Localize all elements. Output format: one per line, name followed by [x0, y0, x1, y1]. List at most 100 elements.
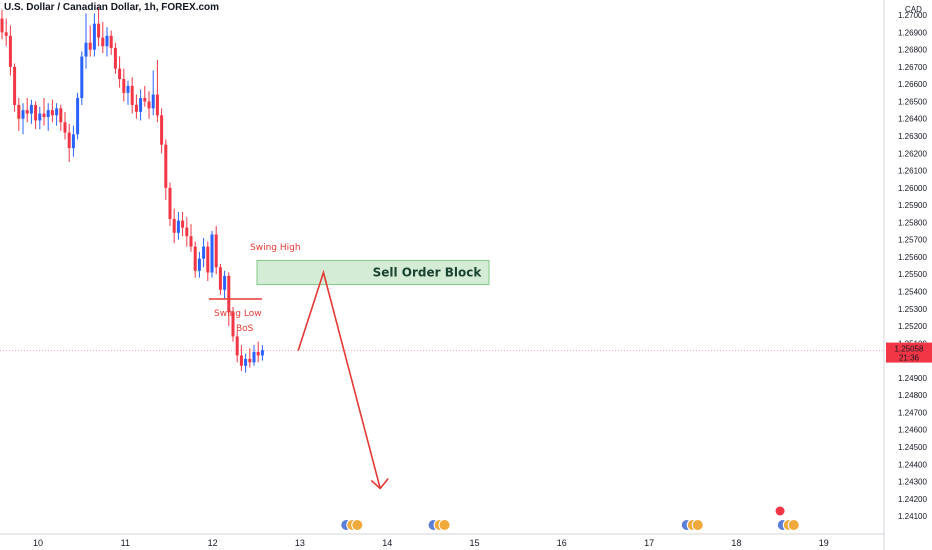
candle-body — [134, 104, 138, 112]
y-tick-label: 1.24800 — [898, 391, 927, 400]
y-tick-label: 1.24700 — [898, 408, 927, 417]
candle-body — [80, 56, 84, 99]
x-tick-label: 11 — [121, 538, 130, 548]
candle-body — [231, 312, 235, 337]
current-price-countdown: 21:36 — [899, 354, 920, 363]
y-tick-label: 1.26600 — [898, 80, 927, 89]
candle-body — [29, 104, 33, 114]
candle-body — [109, 35, 113, 48]
candle-body — [160, 115, 164, 145]
projection-path — [297, 269, 381, 489]
y-tick-label: 1.26000 — [898, 184, 927, 193]
y-tick-label: 1.25700 — [898, 236, 927, 245]
y-tick-label: 1.26300 — [898, 132, 927, 141]
y-tick-label: 1.25300 — [898, 305, 927, 314]
current-price-value: 1.25058 — [895, 345, 924, 354]
candle-body — [239, 355, 243, 366]
y-tick-label: 1.24400 — [898, 460, 927, 469]
x-tick-label: 10 — [33, 538, 43, 548]
candle-body — [13, 66, 17, 105]
candle-body — [176, 220, 180, 233]
y-tick-label: 1.26100 — [898, 167, 927, 176]
candle-body — [181, 220, 185, 228]
candle-body — [185, 227, 189, 237]
candle-body — [252, 351, 256, 363]
candle-body — [118, 68, 122, 80]
x-tick-label: 13 — [295, 538, 305, 548]
candle-body — [4, 32, 8, 36]
candle-body — [101, 37, 105, 47]
candle-body — [122, 79, 126, 93]
candle-body — [256, 351, 260, 356]
y-tick-label: 1.25500 — [898, 270, 927, 279]
candle-body — [67, 132, 71, 149]
projection-arrowhead — [370, 477, 389, 490]
candle-body — [164, 144, 168, 188]
candle-body — [34, 104, 38, 121]
candle-body — [126, 85, 130, 93]
candle-body — [92, 23, 96, 50]
candle-body — [155, 94, 159, 116]
y-tick-label: 1.25400 — [898, 288, 927, 297]
candle-body — [50, 110, 54, 116]
candle-body — [46, 110, 50, 118]
candle-body — [139, 98, 143, 112]
event-flag-icon — [351, 519, 364, 531]
chart-title: U.S. Dollar / Canadian Dollar, 1h, FOREX… — [4, 2, 220, 13]
event-flag-icon — [438, 519, 451, 531]
event-flag-icon — [774, 505, 786, 517]
x-tick-label: 16 — [557, 538, 567, 548]
swing-low-label: Swing Low — [214, 309, 262, 319]
y-tick-label: 1.26900 — [898, 28, 927, 37]
candle-body — [0, 18, 4, 33]
candle-body — [202, 246, 206, 259]
candle-body — [59, 108, 63, 123]
candle-body — [8, 35, 12, 67]
y-tick-label: 1.25900 — [898, 201, 927, 210]
event-flag-icon — [787, 519, 800, 531]
candle-body — [71, 134, 75, 149]
candle-body — [97, 23, 101, 38]
x-tick-label: 19 — [819, 538, 829, 548]
y-tick-label: 1.24900 — [898, 374, 927, 383]
candle-body — [235, 336, 239, 356]
x-tick-label: 14 — [382, 538, 392, 548]
y-tick-label: 1.26400 — [898, 115, 927, 124]
candle-body — [227, 275, 231, 313]
candle-body — [38, 113, 42, 121]
bos-label: BoS — [236, 324, 254, 334]
candle-body — [105, 35, 109, 47]
x-tick-label: 12 — [208, 538, 218, 548]
candle-body — [17, 104, 21, 119]
y-tick-label: 1.24500 — [898, 443, 927, 452]
y-tick-label: 1.24600 — [898, 426, 927, 435]
currency-label: CAD — [905, 5, 922, 14]
order-block-zone — [256, 259, 490, 286]
candle-body — [130, 85, 134, 105]
candle-body — [197, 258, 201, 271]
candle-body — [189, 236, 193, 247]
candle-body — [25, 110, 29, 114]
y-tick-label: 1.25200 — [898, 322, 927, 331]
candle-body — [143, 98, 147, 102]
x-tick-label: 17 — [644, 538, 654, 548]
swing-high-label: Swing High — [250, 243, 301, 253]
candle-body — [218, 267, 222, 290]
candle-body — [88, 42, 92, 50]
candle-body — [223, 275, 227, 290]
y-tick-label: 1.25600 — [898, 253, 927, 262]
y-tick-label: 1.26700 — [898, 63, 927, 72]
current-price-badge — [886, 342, 932, 363]
candle-body — [63, 122, 67, 133]
y-tick-label: 1.26500 — [898, 97, 927, 106]
candle-body — [214, 234, 218, 268]
y-tick-label: 1.24200 — [898, 495, 927, 504]
candle-body — [21, 110, 25, 119]
x-tick-label: 18 — [731, 538, 741, 548]
y-tick-label: 1.25800 — [898, 218, 927, 227]
y-tick-label: 1.24100 — [898, 512, 927, 521]
candle-body — [260, 350, 264, 356]
order-block-label: Sell Order Block — [373, 266, 483, 280]
y-tick-label: 1.26800 — [898, 46, 927, 55]
